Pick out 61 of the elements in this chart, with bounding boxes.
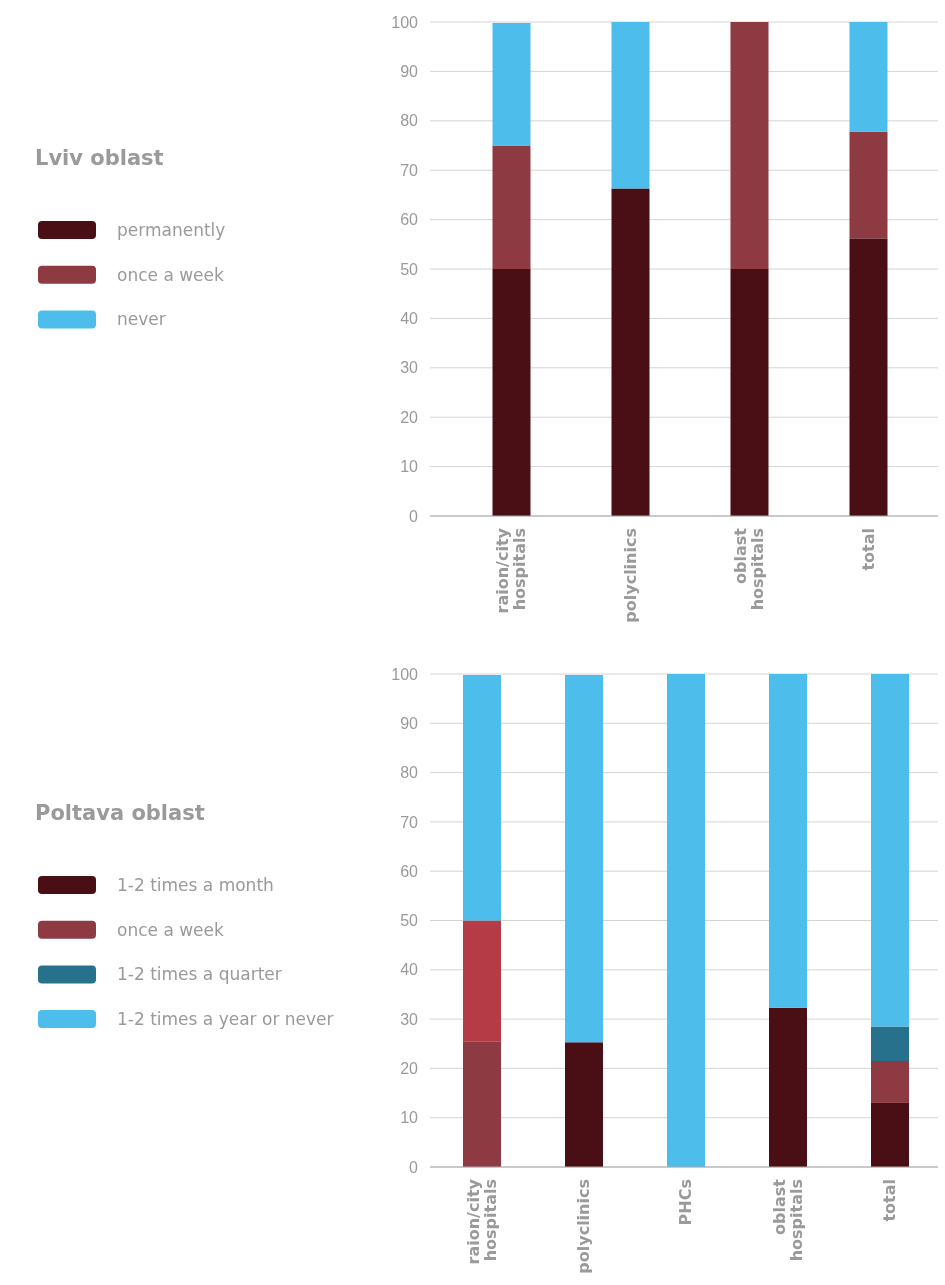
y-tick-label: 80 — [400, 764, 419, 782]
y-tick-label: 0 — [409, 1158, 419, 1176]
y-tick-label: 20 — [400, 408, 419, 426]
y-tick-label: 60 — [400, 862, 419, 880]
y-tick-label: 70 — [400, 813, 419, 831]
bar — [667, 674, 705, 1167]
legend-title: Poltava oblast — [35, 801, 205, 825]
y-tick-label: 40 — [400, 310, 419, 328]
bar — [769, 674, 807, 1008]
y-tick-label: 0 — [409, 507, 419, 525]
bar — [871, 1026, 909, 1061]
x-tick-label: raion/city hospitals — [463, 1178, 500, 1265]
legend-label: 1-2 times a month — [117, 875, 274, 895]
x-tick-label: total — [880, 1179, 899, 1222]
legend-label: 1-2 times a year or never — [117, 1009, 334, 1030]
y-tick-label: 80 — [400, 112, 419, 130]
bar — [492, 22, 531, 146]
y-tick-label: 100 — [391, 665, 419, 683]
y-tick-label: 20 — [400, 1060, 419, 1078]
x-tick-label: total — [858, 528, 878, 571]
x-tick-label: raion/city hospitals — [493, 527, 529, 614]
legend-label: once a week — [117, 919, 225, 940]
x-tick-label: polyclinics — [620, 528, 640, 623]
bar — [565, 1042, 603, 1167]
y-tick-label: 40 — [400, 961, 419, 979]
bar — [849, 22, 888, 132]
bar — [769, 1007, 807, 1167]
bar — [871, 674, 909, 1027]
x-tick-label: polyclinics — [574, 1179, 593, 1274]
y-tick-label: 90 — [400, 63, 419, 81]
y-tick-label: 50 — [400, 260, 419, 278]
y-tick-label: 30 — [400, 359, 419, 377]
bar — [463, 674, 501, 921]
bar — [611, 22, 650, 189]
y-tick-label: 30 — [400, 1010, 419, 1028]
bar — [730, 22, 769, 269]
y-tick-label: 10 — [400, 458, 419, 476]
y-tick-label: 60 — [400, 211, 419, 229]
y-tick-label: 50 — [400, 912, 419, 930]
bar — [463, 920, 501, 1042]
legend-label: never — [117, 309, 166, 330]
bar — [849, 238, 888, 516]
bar — [871, 1061, 909, 1103]
bar — [849, 131, 888, 239]
bar — [730, 269, 769, 516]
y-tick-label: 100 — [391, 13, 419, 31]
bar — [611, 188, 650, 516]
y-tick-label: 90 — [400, 714, 419, 732]
bar — [492, 145, 531, 269]
x-tick-label: PHCs — [676, 1179, 695, 1226]
bar — [565, 674, 603, 1043]
y-tick-label: 70 — [400, 161, 419, 179]
legend-label: permanently — [117, 220, 226, 240]
legend-label: 1-2 times a quarter — [117, 964, 282, 985]
bar — [871, 1102, 909, 1167]
x-tick-label: oblast hospitals — [731, 527, 767, 611]
bar — [492, 269, 531, 516]
x-tick-label: oblast hospitals — [769, 1178, 806, 1262]
y-tick-label: 10 — [400, 1109, 419, 1127]
legend-label: once a week — [117, 264, 225, 285]
legend-title: Lviv oblast — [35, 146, 164, 170]
